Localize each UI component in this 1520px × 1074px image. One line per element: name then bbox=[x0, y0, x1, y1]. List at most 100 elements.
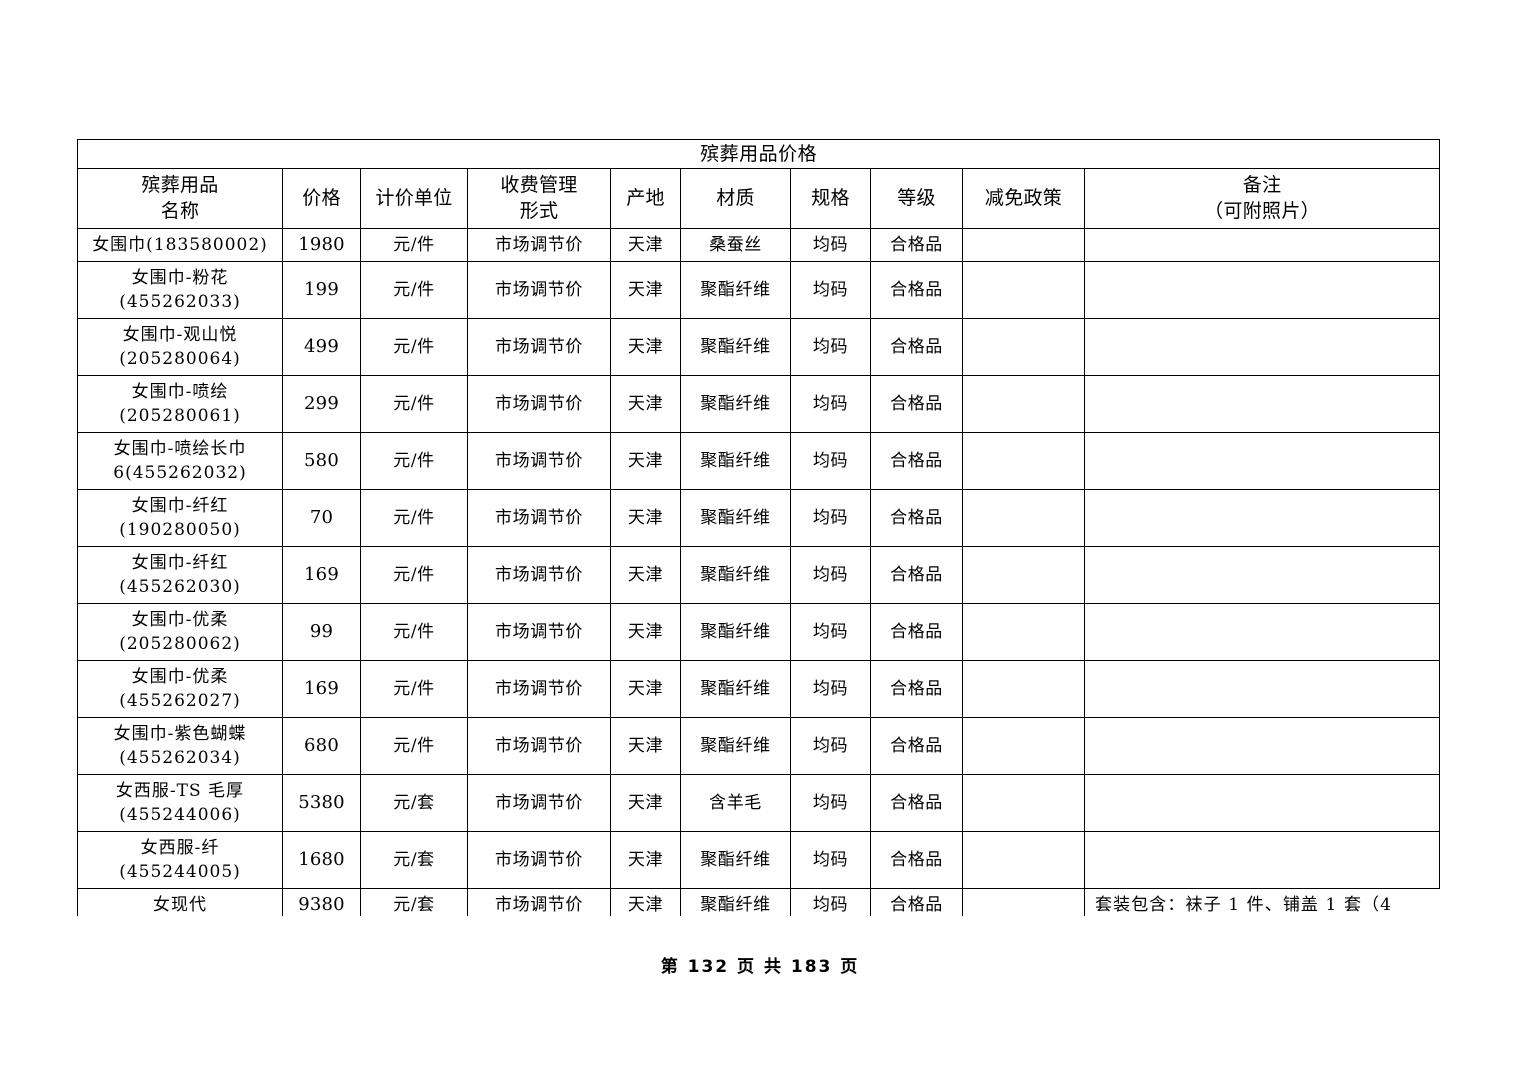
price-table: 殡葬用品价格 殡葬用品 名称 价格 计价单位 收费管理 形式 bbox=[76, 139, 1441, 889]
cell-grade: 合格品 bbox=[870, 318, 963, 376]
cell-grade: 合格品 bbox=[870, 375, 963, 433]
cell-policy bbox=[962, 489, 1085, 547]
cell-unit: 元/件 bbox=[360, 432, 468, 490]
column-header-price: 价格 bbox=[282, 168, 361, 229]
cell-origin: 天津 bbox=[610, 432, 681, 490]
cell-material: 聚酯纤维 bbox=[680, 831, 791, 889]
cell-note bbox=[1083, 318, 1441, 376]
cell-unit: 元/套 bbox=[360, 774, 468, 832]
price-table-container: 殡葬用品价格 殡葬用品 名称 价格 计价单位 收费管理 形式 bbox=[76, 139, 1441, 889]
cell-policy bbox=[962, 831, 1085, 889]
column-header-policy: 减免政策 bbox=[962, 168, 1085, 229]
cell-note bbox=[1083, 774, 1441, 832]
cell-policy bbox=[962, 318, 1085, 376]
cell-name-line2: (455262030) bbox=[119, 577, 241, 597]
cell-unit: 元/套 bbox=[360, 888, 468, 916]
cell-name-line2: (455262027) bbox=[119, 691, 241, 711]
cell-price: 99 bbox=[282, 603, 361, 661]
cell-grade: 合格品 bbox=[870, 888, 963, 916]
cell-name: 女围巾-纤红 (190280050) bbox=[77, 489, 283, 547]
cell-material: 聚酯纤维 bbox=[680, 546, 791, 604]
cell-fee-form: 市场调节价 bbox=[467, 888, 611, 916]
cell-origin: 天津 bbox=[610, 717, 681, 775]
column-header-name-line1: 殡葬用品 bbox=[141, 173, 219, 196]
table-body: 女围巾(183580002) 1980 元/件 市场调节价 天津 桑蚕丝 均码 合格品 女围巾-… bbox=[77, 228, 1441, 889]
cell-grade: 合格品 bbox=[870, 489, 963, 547]
cell-fee-form: 市场调节价 bbox=[467, 831, 611, 889]
cell-policy bbox=[962, 375, 1085, 433]
cell-name-line1: 女西服-纤 bbox=[140, 837, 220, 858]
cell-material: 聚酯纤维 bbox=[680, 603, 791, 661]
cell-policy bbox=[962, 603, 1085, 661]
table-row: 女围巾-喷绘 (205280061) 299 元/件 市场调节价 天津 聚酯纤维 均码 合格品 bbox=[77, 375, 1441, 433]
column-header-material: 材质 bbox=[680, 168, 791, 229]
cell-name: 女西服-TS 毛厚 (455244006) bbox=[77, 774, 283, 832]
cell-price: 1980 bbox=[282, 228, 361, 262]
cell-name-line2: (205280064) bbox=[119, 349, 241, 369]
cell-price: 680 bbox=[282, 717, 361, 775]
table-row: 女西服-TS 毛厚 (455244006) 5380 元/套 市场调节价 天津 含羊毛 均码合… bbox=[77, 774, 1441, 832]
cell-note bbox=[1083, 261, 1441, 319]
cell-origin: 天津 bbox=[610, 228, 681, 262]
cell-price: 580 bbox=[282, 432, 361, 490]
cell-name-line1: 女围巾-纤红 bbox=[131, 495, 229, 516]
cell-note bbox=[1083, 546, 1441, 604]
cell-spec: 均码 bbox=[790, 831, 871, 889]
cell-fee-form: 市场调节价 bbox=[467, 318, 611, 376]
cell-material: 聚酯纤维 bbox=[680, 375, 791, 433]
cell-unit: 元/套 bbox=[360, 831, 468, 889]
cell-material: 聚酯纤维 bbox=[680, 660, 791, 718]
table-row: 女围巾-优柔 (205280062) 99 元/件 市场调节价 天津 聚酯纤维 均码 合格品 bbox=[77, 603, 1441, 661]
cell-unit: 元/件 bbox=[360, 603, 468, 661]
cell-grade: 合格品 bbox=[870, 717, 963, 775]
cell-fee-form: 市场调节价 bbox=[467, 774, 611, 832]
cell-name: 女围巾(183580002) bbox=[77, 228, 283, 262]
cell-fee-form: 市场调节价 bbox=[467, 228, 611, 262]
table-row: 女西服-纤 (455244005) 1680 元/套 市场调节价 天津 聚酯纤维 均码 合格品 bbox=[77, 831, 1441, 889]
cell-name-line1: 女围巾-观山悦 bbox=[122, 324, 238, 345]
cell-spec: 均码 bbox=[790, 318, 871, 376]
cell-name-line1: 女围巾-粉花 bbox=[131, 267, 229, 288]
table-row: 女围巾-粉花 (455262033) 199 元/件 市场调节价 天津 聚酯纤维 均码 合格品 bbox=[77, 261, 1441, 319]
column-header-name-line2: 名称 bbox=[160, 199, 200, 222]
cell-grade: 合格品 bbox=[870, 228, 963, 262]
cell-unit: 元/件 bbox=[360, 318, 468, 376]
cell-name-line2: (455244005) bbox=[119, 862, 241, 882]
cell-note bbox=[1083, 228, 1441, 262]
cell-fee-form: 市场调节价 bbox=[467, 660, 611, 718]
cell-fee-form: 市场调节价 bbox=[467, 717, 611, 775]
cell-name: 女围巾-粉花 (455262033) bbox=[77, 261, 283, 319]
cell-policy bbox=[962, 717, 1085, 775]
cell-origin: 天津 bbox=[610, 489, 681, 547]
table-row: 女围巾-喷绘长巾 6(455262032) 580 元/件 市场调节价 天津 聚酯纤维 均码合… bbox=[77, 432, 1441, 490]
column-header-spec: 规格 bbox=[790, 168, 871, 229]
cell-fee-form: 市场调节价 bbox=[467, 432, 611, 490]
cell-origin: 天津 bbox=[610, 888, 681, 916]
cell-name: 女围巾-优柔 (455262027) bbox=[77, 660, 283, 718]
cell-fee-form: 市场调节价 bbox=[467, 546, 611, 604]
column-header-fee-line2: 形式 bbox=[519, 199, 559, 222]
cell-origin: 天津 bbox=[610, 831, 681, 889]
cell-spec: 均码 bbox=[790, 432, 871, 490]
cell-spec: 均码 bbox=[790, 546, 871, 604]
cell-material: 聚酯纤维 bbox=[680, 489, 791, 547]
cell-note bbox=[1083, 432, 1441, 490]
cell-name: 女西服-纤 (455244005) bbox=[77, 831, 283, 889]
cell-price: 9380 bbox=[282, 888, 361, 916]
column-header-grade: 等级 bbox=[870, 168, 963, 229]
cell-name-line2: 6(455262032) bbox=[113, 463, 247, 483]
cell-name: 女围巾-紫色蝴蝶 (455262034) bbox=[77, 717, 283, 775]
cell-unit: 元/件 bbox=[360, 660, 468, 718]
column-header-fee-line1: 收费管理 bbox=[500, 173, 578, 196]
column-header-unit: 计价单位 bbox=[360, 168, 468, 229]
cell-policy bbox=[962, 261, 1085, 319]
cell-origin: 天津 bbox=[610, 261, 681, 319]
cell-unit: 元/件 bbox=[360, 375, 468, 433]
cell-material: 聚酯纤维 bbox=[680, 717, 791, 775]
clipped-row-table: 女现代 9380 元/套 市场调节价 天津 聚酯纤维 均码 合格品 套装包含：袜… bbox=[77, 888, 1439, 916]
cell-name-line2: (455262033) bbox=[119, 292, 241, 312]
cell-spec: 均码 bbox=[790, 228, 871, 262]
cell-spec: 均码 bbox=[790, 375, 871, 433]
cell-grade: 合格品 bbox=[870, 432, 963, 490]
